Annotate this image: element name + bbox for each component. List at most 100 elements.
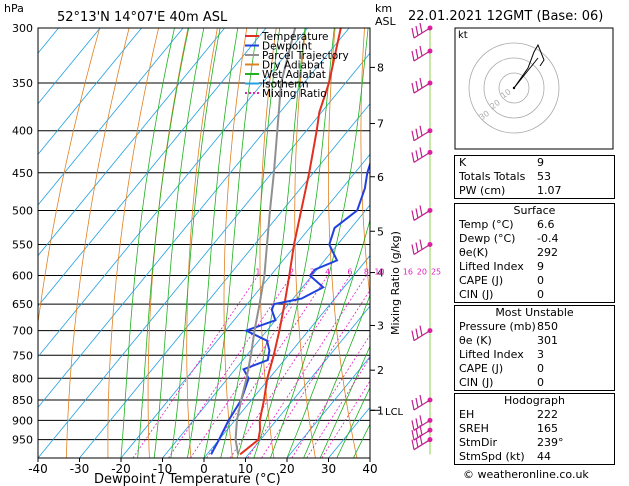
wind-barbs — [411, 22, 433, 455]
km-tick-label: 3 — [377, 319, 384, 332]
hpa-unit: hPa — [4, 2, 24, 15]
mixing-ratio-line — [306, 356, 370, 458]
pressure-tick-label: 750 — [12, 349, 33, 362]
surface-rows: Temp (°C) 6.6 Dewp (°C) -0.4 θe(K) 292 Lifted … — [455, 218, 614, 302]
wet-adiabat — [153, 28, 205, 458]
isotherm-line — [38, 28, 142, 155]
most-unstable-rows: Pressure (mb) 850 θe (K) 301 Lifted Index 3 CA… — [455, 320, 614, 390]
pressure-tick-label: 800 — [12, 372, 33, 385]
most-unstable-row: CIN (J) 0 — [455, 376, 614, 390]
surface-label: Temp (°C) — [459, 218, 514, 231]
plot-area — [38, 28, 370, 458]
most-unstable-title: Most Unstable — [495, 306, 574, 319]
hodograph-ring — [468, 42, 560, 134]
hodograph-table-rows: EH 222 SREH 165 StmDir 239° StmSpd (kt) 44 — [455, 408, 614, 464]
series-temperature — [239, 28, 342, 456]
temp-tick-label: 30 — [321, 462, 336, 476]
wet-adiabat — [319, 345, 370, 458]
pressure-tick-label: 950 — [12, 434, 33, 447]
isotherm-line — [286, 356, 370, 458]
mixing-ratio-line — [132, 275, 259, 458]
index-label: K — [459, 156, 467, 169]
mixing-ratio-label: 4 — [325, 268, 330, 277]
wind-barb — [411, 325, 431, 342]
wet-adiabat — [303, 294, 370, 458]
km-tick-label: 1 — [377, 404, 384, 417]
surface-row: Lifted Index 9 — [455, 260, 614, 274]
isotherm-line — [38, 28, 225, 257]
isotherm-line — [38, 28, 101, 105]
most-unstable-value: 301 — [537, 334, 558, 347]
datetime-title: 22.01.2021 12GMT (Base: 06) — [408, 9, 603, 24]
surface-row: Temp (°C) 6.6 — [455, 218, 614, 232]
wet-adiabat — [203, 28, 258, 458]
legend-entry: Parcel Trajectory — [262, 50, 349, 62]
wind-barb — [411, 45, 431, 62]
series-dewpoint — [210, 160, 370, 455]
surface-value: 0 — [537, 274, 544, 287]
most-unstable-value: 3 — [537, 348, 544, 361]
most-unstable-label: Pressure (mb) — [459, 320, 536, 333]
mixing-ratio-label: 10 — [374, 268, 384, 277]
dry-adiabat — [186, 28, 218, 458]
dry-adiabat — [360, 28, 370, 301]
mixing-ratio-label: 2 — [289, 268, 294, 277]
legend-entry: Mixing Ratio — [262, 88, 327, 100]
surface-label: Lifted Index — [459, 260, 524, 273]
wet-adiabat — [220, 28, 281, 458]
surface-label: Dewp (°C) — [459, 232, 516, 245]
most-unstable-panel: Most Unstable Pressure (mb) 850 θe (K) 301 L… — [454, 305, 615, 391]
index-label: PW (cm) — [459, 184, 506, 197]
most-unstable-row: θe (K) 301 — [455, 334, 614, 348]
km-tick-label: 6 — [377, 171, 384, 184]
wind-barb — [411, 147, 431, 163]
wind-barb — [411, 415, 431, 431]
pressure-tick-label: 850 — [12, 394, 33, 407]
pressure-tick-label: 650 — [12, 298, 33, 311]
credit-text: © weatheronline.co.uk — [463, 468, 589, 481]
wind-barb — [411, 125, 431, 142]
wet-adiabat — [270, 28, 369, 458]
km-tick-label: 2 — [377, 364, 384, 377]
pressure-tick-label: 300 — [12, 22, 33, 35]
index-value: 1.07 — [537, 184, 562, 197]
temp-tick-label: 20 — [279, 462, 294, 476]
lcl-label: LCL — [385, 407, 404, 418]
hodograph-label: EH — [459, 408, 475, 421]
series-parcel-trajectory — [234, 28, 297, 455]
hodograph-row: EH 222 — [455, 408, 614, 422]
most-unstable-row: Pressure (mb) 850 — [455, 320, 614, 334]
km-tick-label: 7 — [377, 118, 384, 131]
wet-adiabat — [286, 218, 370, 458]
index-row: PW (cm) 1.07 — [455, 184, 614, 198]
surface-row: θe(K) 292 — [455, 246, 614, 260]
most-unstable-value: 850 — [537, 320, 558, 333]
x-axis-label: Dewpoint / Temperature (°C) — [94, 472, 281, 486]
surface-row: CAPE (J) 0 — [455, 274, 614, 288]
surface-row: CIN (J) 0 — [455, 288, 614, 302]
wet-adiabat — [336, 386, 370, 458]
pressure-tick-label: 400 — [12, 125, 33, 138]
indices-rows: K 9 Totals Totals 53 PW (cm) 1.07 — [455, 156, 614, 198]
wind-barb — [411, 77, 431, 94]
isotherm-line — [38, 28, 308, 358]
hodograph-table-title: Hodograph — [504, 394, 565, 407]
most-unstable-row: CAPE (J) 0 — [455, 362, 614, 376]
isotherm-line — [79, 103, 370, 458]
hodograph-value: 239° — [537, 436, 564, 449]
most-unstable-label: θe (K) — [459, 334, 492, 347]
km-tick-label: 8 — [377, 61, 384, 74]
surface-panel: Surface Temp (°C) 6.6 Dewp (°C) -0.4 θe(K) 29… — [454, 203, 615, 303]
index-label: Totals Totals — [459, 170, 526, 183]
mixing-ratio-line — [291, 334, 370, 458]
isotherm-line — [38, 28, 184, 206]
wind-barb — [411, 425, 431, 441]
index-value: 9 — [537, 156, 544, 169]
legend-entry: Dewpoint — [262, 41, 312, 53]
mixing-ratio-line — [247, 275, 367, 458]
index-row: Totals Totals 53 — [455, 170, 614, 184]
